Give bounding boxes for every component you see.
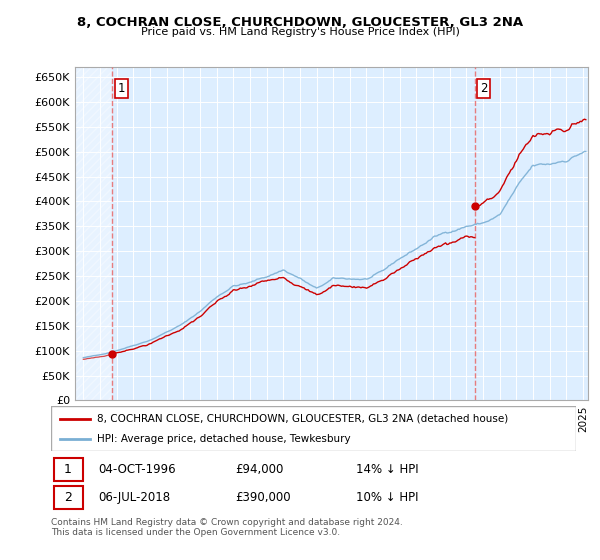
Text: 2: 2 [480,82,487,95]
FancyBboxPatch shape [53,458,83,480]
Text: 8, COCHRAN CLOSE, CHURCHDOWN, GLOUCESTER, GL3 2NA: 8, COCHRAN CLOSE, CHURCHDOWN, GLOUCESTER… [77,16,523,29]
Text: HPI: Average price, detached house, Tewkesbury: HPI: Average price, detached house, Tewk… [97,434,351,444]
Text: Contains HM Land Registry data © Crown copyright and database right 2024.
This d: Contains HM Land Registry data © Crown c… [51,518,403,538]
Text: Price paid vs. HM Land Registry's House Price Index (HPI): Price paid vs. HM Land Registry's House … [140,27,460,37]
FancyBboxPatch shape [51,406,576,451]
FancyBboxPatch shape [53,486,83,509]
Bar [75,67,112,400]
Text: £94,000: £94,000 [235,463,283,476]
Text: 2: 2 [64,491,72,504]
Text: 10% ↓ HPI: 10% ↓ HPI [355,491,418,504]
Text: 8, COCHRAN CLOSE, CHURCHDOWN, GLOUCESTER, GL3 2NA (detached house): 8, COCHRAN CLOSE, CHURCHDOWN, GLOUCESTER… [97,413,508,423]
Text: 1: 1 [64,463,72,476]
Text: 1: 1 [118,82,125,95]
Text: 04-OCT-1996: 04-OCT-1996 [98,463,176,476]
Text: £390,000: £390,000 [235,491,290,504]
Text: 14% ↓ HPI: 14% ↓ HPI [355,463,418,476]
Text: 06-JUL-2018: 06-JUL-2018 [98,491,170,504]
